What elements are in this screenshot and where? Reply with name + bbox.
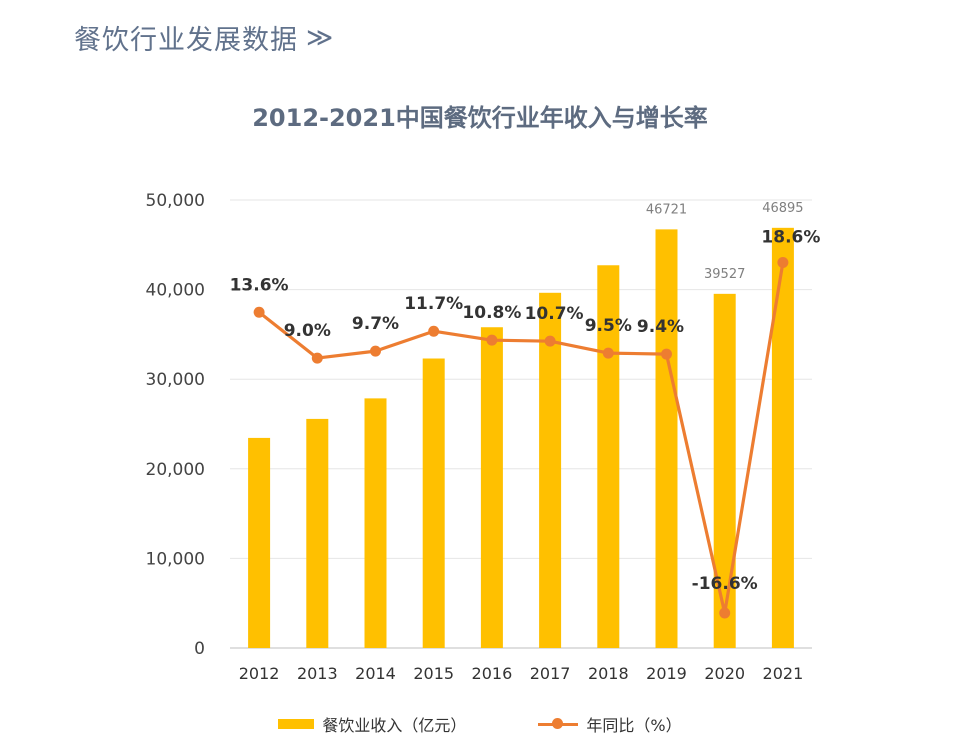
growth-data-label: 13.6% xyxy=(230,275,289,295)
growth-point xyxy=(719,607,731,619)
x-tick-label: 2017 xyxy=(530,664,571,683)
x-tick-label: 2012 xyxy=(239,664,280,683)
double-chevron-right-icon: ≫ xyxy=(306,22,335,53)
bar-data-label: 46895 xyxy=(762,201,803,216)
bar xyxy=(713,293,736,648)
growth-data-label: 10.8% xyxy=(462,303,521,323)
bar xyxy=(422,358,445,648)
x-tick-label: 2020 xyxy=(704,664,745,683)
y-tick-label: 50,000 xyxy=(146,191,205,211)
growth-line xyxy=(258,262,785,615)
legend-item-growth: 年同比（%） xyxy=(538,712,682,736)
growth-point xyxy=(602,347,614,359)
x-tick-label: 2015 xyxy=(413,664,454,683)
x-tick-label: 2021 xyxy=(763,664,804,683)
growth-data-label: 10.7% xyxy=(525,304,584,324)
bar xyxy=(306,418,329,648)
legend-label-growth: 年同比（%） xyxy=(586,716,682,735)
growth-point xyxy=(253,306,265,318)
legend: 餐饮业收入（亿元） 年同比（%） xyxy=(0,712,960,736)
bar xyxy=(480,327,503,648)
growth-point xyxy=(370,345,381,357)
y-tick-label: 30,000 xyxy=(146,370,205,390)
section-title: 餐饮行业发展数据 xyxy=(74,25,298,56)
bar xyxy=(364,398,387,648)
growth-data-label: 9.4% xyxy=(637,317,684,337)
bar xyxy=(655,229,678,649)
growth-point xyxy=(486,334,498,346)
chart-title: 2012-2021中国餐饮行业年收入与增长率 xyxy=(252,104,708,132)
growth-data-label: 9.0% xyxy=(284,321,331,341)
growth-point xyxy=(311,352,323,364)
growth-data-label: 9.5% xyxy=(585,316,632,336)
growth-point xyxy=(428,325,440,337)
bar xyxy=(248,437,271,648)
legend-item-revenue: 餐饮业收入（亿元） xyxy=(278,712,466,736)
section-header: 餐饮行业发展数据 ≫ xyxy=(74,18,334,57)
growth-point xyxy=(661,348,672,360)
x-tick-label: 2019 xyxy=(646,664,687,683)
combo-chart: 0 10,000 20,000 30,000 40,000 50,000 46721 3952… xyxy=(146,191,821,683)
x-tick-label: 2013 xyxy=(297,664,338,683)
bar xyxy=(539,292,562,648)
growth-point xyxy=(544,335,556,347)
bar xyxy=(597,265,620,648)
bar-data-label: 46721 xyxy=(646,202,687,217)
growth-point xyxy=(777,257,789,268)
bar-data-label: 39527 xyxy=(704,267,745,282)
y-tick-label: 20,000 xyxy=(146,460,205,480)
y-tick-label: 10,000 xyxy=(146,549,205,569)
growth-data-label: 11.7% xyxy=(404,294,463,314)
y-tick-label: 0 xyxy=(194,639,205,659)
x-tick-label: 2018 xyxy=(588,664,629,683)
growth-data-label: 9.7% xyxy=(352,314,399,334)
legend-bar-swatch xyxy=(278,719,315,729)
growth-data-label: 18.6% xyxy=(761,228,820,248)
x-tick-label: 2014 xyxy=(355,664,396,683)
y-tick-label: 40,000 xyxy=(146,281,205,301)
legend-line-swatch xyxy=(538,718,579,730)
x-tick-label: 2016 xyxy=(472,664,513,683)
growth-data-label: -16.6% xyxy=(692,574,758,594)
bar xyxy=(771,227,794,648)
legend-label-revenue: 餐饮业收入（亿元） xyxy=(322,716,467,735)
